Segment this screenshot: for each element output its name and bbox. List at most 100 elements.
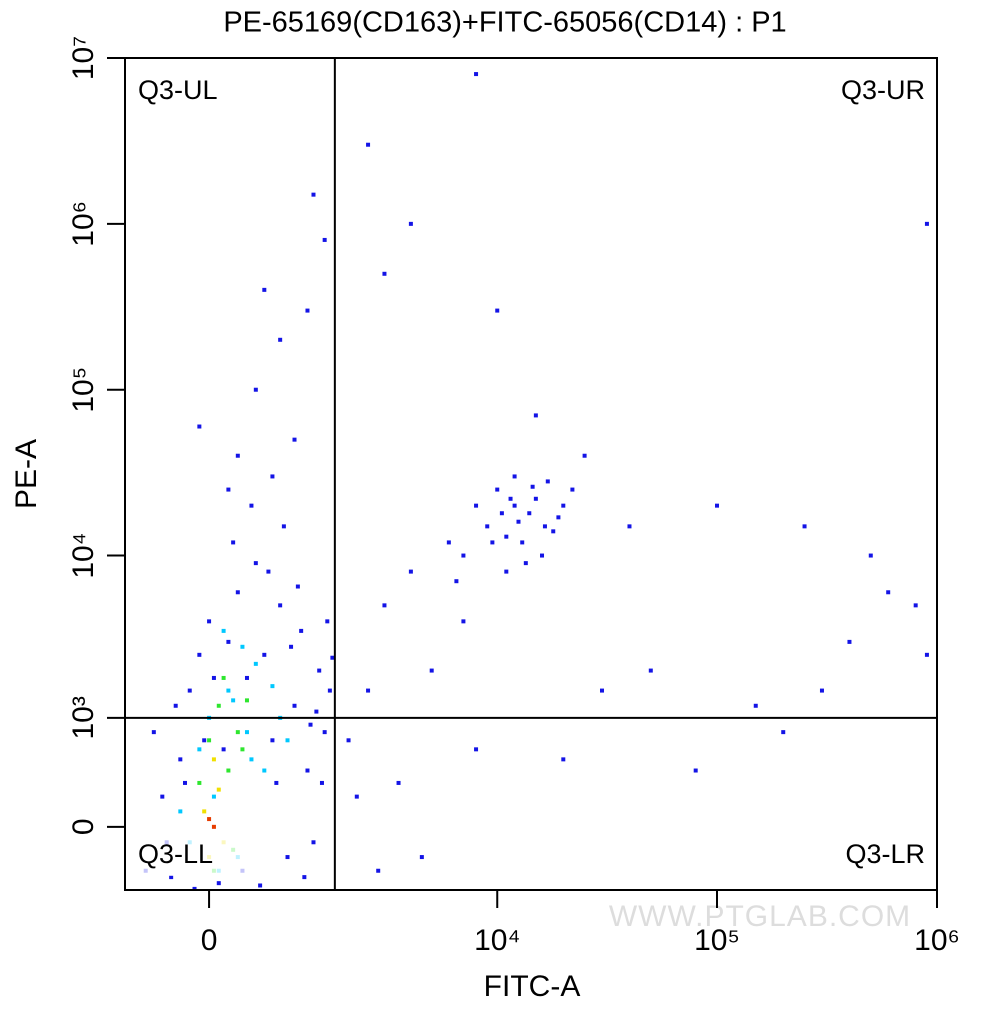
event-point	[192, 886, 197, 891]
event-point	[781, 730, 786, 735]
event-point	[281, 524, 286, 529]
event-point	[693, 768, 698, 773]
event-point	[530, 484, 535, 489]
event-point	[216, 787, 221, 792]
event-point	[924, 652, 929, 657]
event-point	[221, 628, 226, 633]
event-point	[311, 840, 316, 845]
event-point	[545, 479, 550, 484]
event-point	[270, 684, 275, 689]
event-point	[197, 652, 202, 657]
event-point	[408, 221, 413, 226]
event-point	[376, 868, 381, 873]
x-tick-label: 10⁵	[694, 924, 740, 957]
event-point	[319, 780, 324, 785]
event-point	[211, 824, 216, 829]
event-point	[551, 529, 556, 534]
event-point	[485, 524, 490, 529]
event-point	[382, 271, 387, 276]
x-tick-label: 10⁶	[914, 924, 960, 957]
event-point	[295, 584, 300, 589]
event-point	[314, 709, 319, 714]
event-point	[285, 738, 290, 743]
event-point	[299, 628, 304, 633]
event-point	[868, 553, 873, 558]
event-point	[253, 561, 258, 566]
event-point	[221, 747, 226, 752]
event-point	[847, 639, 852, 644]
event-point	[461, 619, 466, 624]
x-tick-label: 0	[201, 924, 218, 957]
event-point	[523, 561, 528, 566]
event-point	[235, 730, 240, 735]
event-point	[305, 768, 310, 773]
event-point	[322, 730, 327, 735]
event-point	[330, 655, 335, 660]
event-point	[178, 809, 183, 814]
event-point	[258, 883, 263, 888]
event-point	[226, 768, 231, 773]
event-point	[561, 503, 566, 508]
event-point	[819, 688, 824, 693]
event-point	[533, 413, 538, 418]
quadrant-label: Q3-LL	[138, 839, 213, 869]
event-point	[490, 540, 495, 545]
event-point	[289, 644, 294, 649]
event-point	[305, 308, 310, 313]
x-tick-label: 10⁴	[474, 924, 520, 957]
event-point	[508, 496, 513, 501]
event-point	[231, 698, 236, 703]
event-point	[325, 619, 330, 624]
event-point	[419, 855, 424, 860]
event-point	[292, 437, 297, 442]
event-point	[235, 590, 240, 595]
event-point	[262, 287, 267, 292]
event-point	[600, 688, 605, 693]
event-point	[216, 703, 221, 708]
event-point	[253, 387, 258, 392]
event-point	[226, 688, 231, 693]
event-point	[715, 503, 720, 508]
event-point	[474, 72, 479, 77]
event-point	[802, 524, 807, 529]
x-axis-label: FITC-A	[484, 970, 581, 1003]
y-tick-label: 10⁴	[67, 532, 100, 578]
event-point	[183, 780, 188, 785]
event-point	[151, 730, 156, 735]
event-point	[408, 569, 413, 574]
event-point	[913, 603, 918, 608]
event-point	[240, 747, 245, 752]
y-axis-label: PE-A	[10, 439, 43, 509]
event-point	[317, 668, 322, 673]
event-point	[753, 703, 758, 708]
event-point	[197, 424, 202, 429]
event-point	[366, 142, 371, 147]
event-point	[262, 652, 267, 657]
event-point	[924, 221, 929, 226]
event-point	[240, 644, 245, 649]
event-point	[474, 747, 479, 752]
event-point	[429, 668, 434, 673]
event-point	[461, 553, 466, 558]
event-point	[262, 768, 267, 773]
y-tick-label: 10⁶	[67, 201, 100, 247]
event-point	[160, 794, 165, 799]
event-point	[311, 192, 316, 197]
event-point	[285, 855, 290, 860]
event-point	[253, 661, 258, 666]
event-point	[499, 511, 504, 516]
y-tick-label: 10³	[67, 696, 100, 739]
event-point	[520, 540, 525, 545]
event-point	[169, 875, 174, 880]
quadrant-label: Q3-LR	[845, 839, 925, 869]
event-point	[270, 738, 275, 743]
event-point	[556, 515, 561, 520]
label-background	[137, 836, 245, 876]
y-tick-label: 10⁵	[67, 367, 100, 413]
event-point	[527, 511, 532, 516]
y-tick-label: 0	[67, 818, 100, 835]
event-point	[346, 738, 351, 743]
event-point	[202, 738, 207, 743]
event-point	[216, 881, 221, 886]
